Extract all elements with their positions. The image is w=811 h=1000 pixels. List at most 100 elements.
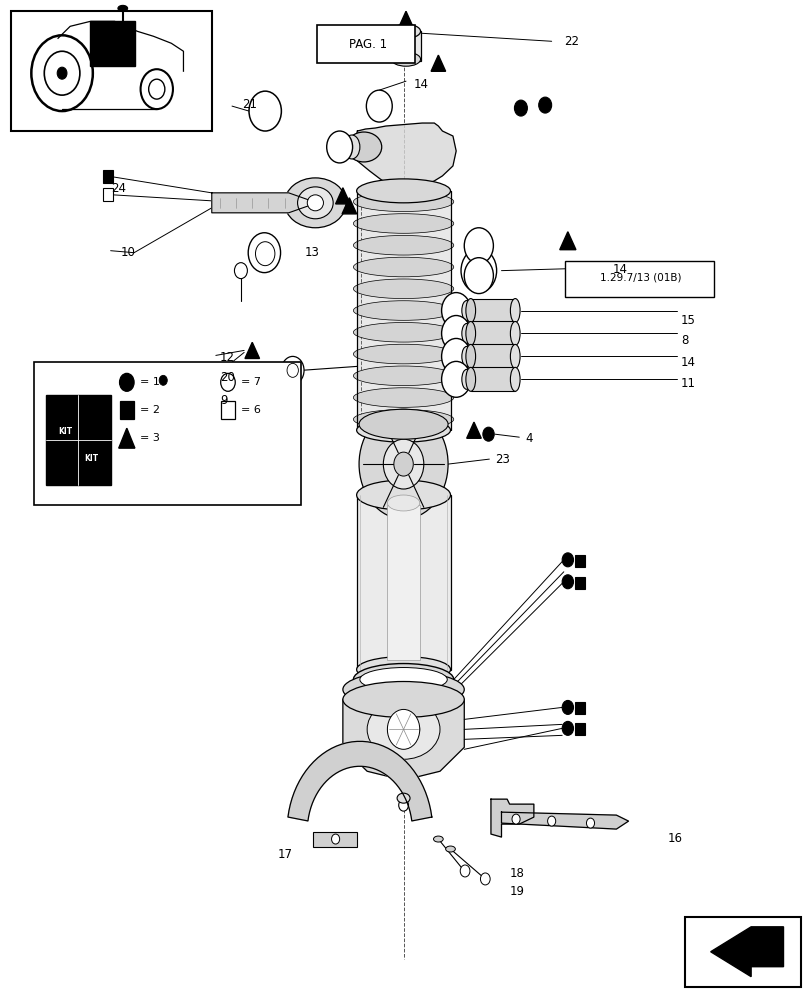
Ellipse shape <box>118 5 127 11</box>
Ellipse shape <box>466 299 475 322</box>
Text: 23: 23 <box>495 453 509 466</box>
Bar <box>574 555 584 567</box>
Text: = 6: = 6 <box>241 405 260 415</box>
Text: = 2: = 2 <box>139 405 160 415</box>
Circle shape <box>480 873 490 885</box>
Circle shape <box>547 816 555 826</box>
Circle shape <box>387 709 419 749</box>
Circle shape <box>398 799 408 811</box>
Ellipse shape <box>510 299 520 322</box>
Bar <box>221 401 235 419</box>
Circle shape <box>561 700 573 714</box>
Polygon shape <box>398 11 413 27</box>
Circle shape <box>512 814 520 824</box>
Ellipse shape <box>358 409 448 439</box>
Bar <box>34 362 300 505</box>
Ellipse shape <box>353 214 453 233</box>
Text: = 1: = 1 <box>139 377 160 387</box>
Polygon shape <box>118 428 135 448</box>
Text: 19: 19 <box>509 885 524 898</box>
Text: 16: 16 <box>667 832 681 845</box>
Circle shape <box>366 90 392 122</box>
Circle shape <box>326 131 352 163</box>
Bar <box>387 505 419 660</box>
Bar <box>574 702 584 714</box>
Ellipse shape <box>510 344 520 368</box>
Circle shape <box>561 721 573 735</box>
Circle shape <box>32 35 92 111</box>
Ellipse shape <box>342 681 464 717</box>
Circle shape <box>393 452 413 476</box>
Ellipse shape <box>461 323 471 343</box>
Text: 14: 14 <box>612 263 628 276</box>
Ellipse shape <box>307 195 323 211</box>
Ellipse shape <box>353 279 453 299</box>
Text: = 7: = 7 <box>241 377 260 387</box>
Ellipse shape <box>342 672 464 707</box>
Bar <box>102 188 113 201</box>
Circle shape <box>561 575 573 589</box>
Ellipse shape <box>353 366 453 386</box>
Bar <box>312 832 357 847</box>
Polygon shape <box>341 198 356 214</box>
Circle shape <box>483 427 494 441</box>
Ellipse shape <box>353 257 453 277</box>
Circle shape <box>281 356 303 384</box>
Circle shape <box>248 233 281 273</box>
Text: 21: 21 <box>242 98 257 111</box>
Circle shape <box>441 338 470 374</box>
Bar <box>470 299 515 322</box>
Circle shape <box>464 228 493 264</box>
Circle shape <box>155 370 171 390</box>
Bar <box>356 495 450 670</box>
Text: 18: 18 <box>509 867 524 880</box>
Circle shape <box>45 51 79 95</box>
Text: 8: 8 <box>680 334 688 347</box>
Ellipse shape <box>461 369 471 389</box>
Ellipse shape <box>353 388 453 407</box>
Circle shape <box>538 97 551 113</box>
Ellipse shape <box>461 346 471 366</box>
Circle shape <box>460 865 470 877</box>
Text: 15: 15 <box>680 314 695 327</box>
Ellipse shape <box>510 367 520 391</box>
Ellipse shape <box>387 495 419 511</box>
Circle shape <box>148 79 165 99</box>
Text: 13: 13 <box>304 246 320 259</box>
Circle shape <box>383 439 423 489</box>
Circle shape <box>441 361 470 397</box>
Polygon shape <box>466 422 481 438</box>
Polygon shape <box>245 342 260 358</box>
Circle shape <box>287 363 298 377</box>
Text: 24: 24 <box>110 182 126 195</box>
Bar <box>391 31 420 61</box>
Polygon shape <box>710 927 783 977</box>
Ellipse shape <box>461 301 471 320</box>
Circle shape <box>441 316 470 351</box>
Circle shape <box>331 834 339 844</box>
Text: 4: 4 <box>524 432 532 445</box>
Bar <box>470 344 515 368</box>
Text: 22: 22 <box>563 35 578 48</box>
Bar <box>90 21 135 66</box>
Ellipse shape <box>353 344 453 364</box>
Ellipse shape <box>353 322 453 342</box>
Ellipse shape <box>387 716 419 742</box>
Circle shape <box>561 553 573 567</box>
Polygon shape <box>491 799 533 837</box>
Text: KIT: KIT <box>58 427 72 436</box>
Ellipse shape <box>356 179 450 203</box>
Bar <box>470 367 515 391</box>
Polygon shape <box>501 812 628 829</box>
Text: 10: 10 <box>121 246 136 259</box>
Circle shape <box>57 67 67 79</box>
Ellipse shape <box>356 480 450 510</box>
Polygon shape <box>431 55 445 71</box>
Text: 17: 17 <box>278 848 293 861</box>
Ellipse shape <box>510 321 520 345</box>
Text: 14: 14 <box>414 78 428 91</box>
Polygon shape <box>288 741 431 821</box>
Circle shape <box>514 100 526 116</box>
Circle shape <box>140 69 173 109</box>
Text: = 3: = 3 <box>139 433 160 443</box>
